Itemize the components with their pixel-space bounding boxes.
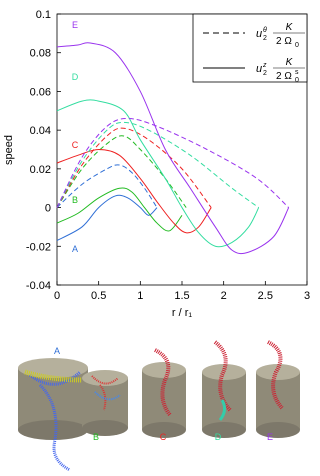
cylinder (18, 358, 88, 472)
series-label: D (72, 72, 79, 82)
x-tick-label: 2 (221, 290, 227, 302)
legend-box (192, 13, 308, 83)
series-label: C (72, 140, 79, 150)
series-line (56, 187, 183, 232)
x-tick-label: 2.5 (258, 290, 273, 302)
series-label: A (72, 244, 78, 254)
panel-label: C (160, 432, 167, 442)
y-tick-label: 0.04 (30, 125, 51, 137)
y-tick-label: -0.02 (26, 241, 51, 253)
legend-symbol: u (256, 63, 262, 75)
y-axis-label: speed (3, 135, 15, 165)
cylinder (142, 348, 186, 438)
legend-sup: θ (263, 27, 267, 34)
series-label: E (72, 20, 78, 30)
panel-label: A (54, 346, 60, 356)
legend-sub: 2 (263, 70, 267, 77)
y-tick-label: 0.08 (30, 48, 51, 60)
y-tick-label: 0.06 (30, 86, 51, 98)
series-line (56, 118, 290, 208)
legend-den: 2 Ω (276, 71, 292, 82)
panel-illustrations (18, 340, 300, 472)
panel-label: E (267, 432, 273, 442)
panel-label: B (93, 432, 99, 442)
cylinder (256, 340, 300, 438)
legend-label: u 2z K 2 Ω 0s (256, 57, 305, 84)
series-line (56, 42, 290, 255)
cylinder (202, 340, 246, 438)
legend-den: 2 Ω (276, 36, 292, 47)
y-tick-label: 0 (45, 203, 51, 215)
series-line (56, 164, 158, 208)
x-axis-label: r / r₁ (172, 307, 192, 319)
x-tick-label: 1.5 (174, 290, 189, 302)
y-tick-label: -0.04 (26, 280, 51, 292)
series-line (56, 127, 212, 208)
legend-sup: z (262, 62, 267, 69)
x-tick-label: 1 (137, 290, 143, 302)
x-tick-label: 0.5 (91, 290, 106, 302)
x-tick-label: 3 (304, 290, 310, 302)
legend-num: K (286, 22, 294, 33)
series-line (56, 99, 260, 248)
legend-num: K (286, 57, 294, 68)
legend-symbol: u (256, 28, 262, 40)
legend-sub: 2 (263, 35, 267, 42)
legend-den-sub: 0 (295, 42, 299, 49)
legend-den-sub: 0 (295, 77, 299, 84)
legend-den-sup: s (295, 69, 299, 76)
series-line (56, 148, 212, 234)
y-tick-label: 0.02 (30, 164, 51, 176)
series-label: B (72, 195, 78, 205)
series-line (56, 194, 158, 241)
cylinder (82, 370, 128, 436)
x-tick-label: 0 (54, 290, 60, 302)
panel-label: D (215, 432, 222, 442)
series-line (56, 121, 259, 208)
y-tick-label: 0.1 (36, 9, 51, 21)
